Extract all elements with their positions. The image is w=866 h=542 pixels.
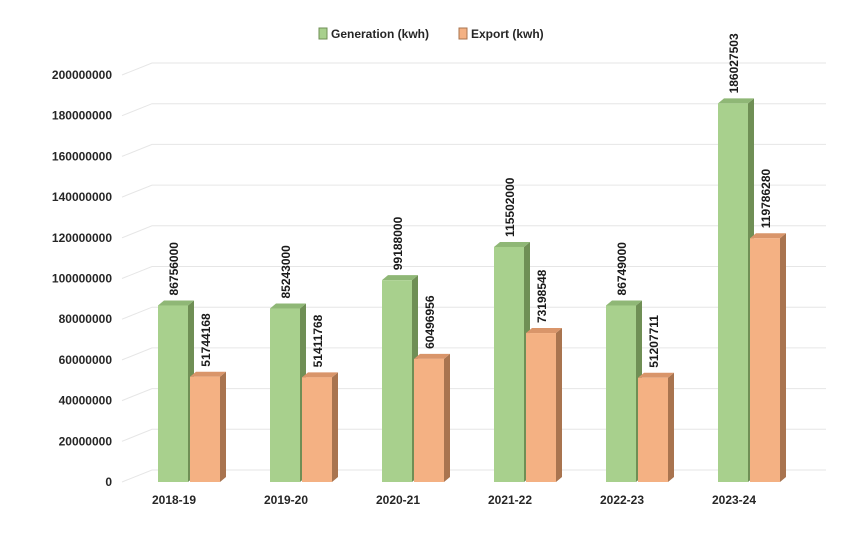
bar-generation <box>158 300 194 482</box>
y-tick-label: 80000000 <box>59 312 113 326</box>
y-tick-label: 140000000 <box>52 190 112 204</box>
legend-swatch-export <box>458 27 468 40</box>
data-labels: 86756000 51744168 85243000 51411768 99188000… <box>167 33 773 368</box>
bar-front-face <box>270 308 300 482</box>
y-tick-label: 100000000 <box>52 272 112 286</box>
y-tick-label: 60000000 <box>59 353 113 367</box>
gridline-6 <box>121 225 826 239</box>
y-axis: 0 20000000 40000000 60000000 80000000 1000000… <box>52 68 112 489</box>
data-label-generation: 186027503 <box>727 33 741 93</box>
bar-side-face <box>220 371 226 482</box>
bar-front-face <box>414 358 444 482</box>
y-tick-label: 40000000 <box>59 394 113 408</box>
gridline-2 <box>121 388 826 402</box>
bar-side-face <box>332 372 338 482</box>
bar-front-face <box>494 246 524 482</box>
bar-top-face <box>606 300 642 306</box>
x-tick-label: 2019-20 <box>264 493 308 507</box>
data-label-generation: 86756000 <box>167 242 181 296</box>
bar-front-face <box>526 333 556 482</box>
x-tick-label: 2022-23 <box>600 493 644 507</box>
data-label-export: 51411768 <box>311 314 325 367</box>
bar-front-face <box>638 377 668 482</box>
legend-swatch-generation <box>318 27 328 40</box>
bar-top-face <box>718 98 754 104</box>
bar-side-face <box>444 353 450 482</box>
gridline-9 <box>121 103 826 117</box>
bar-side-face <box>668 372 674 482</box>
bar-front-face <box>190 376 220 482</box>
bar-export <box>414 353 450 482</box>
data-label-export: 51207711 <box>647 315 661 368</box>
bar-top-face <box>414 353 450 359</box>
gridline-0 <box>121 469 826 483</box>
y-tick-label: 160000000 <box>52 149 112 163</box>
bar-side-face <box>556 328 562 482</box>
legend: Generation (kwh) Export (kwh) <box>318 27 544 41</box>
y-tick-label: 200000000 <box>52 68 112 82</box>
y-tick-label: 0 <box>105 475 112 489</box>
gridline-10 <box>121 62 826 76</box>
bar-side-face <box>780 233 786 482</box>
data-label-generation: 99188000 <box>391 216 405 270</box>
legend-label-export: Export (kwh) <box>471 27 544 41</box>
gridline-8 <box>121 143 826 157</box>
bar-top-face <box>270 303 306 309</box>
bar-export <box>750 233 786 482</box>
bar-top-face <box>526 328 562 334</box>
data-label-generation: 86749000 <box>615 242 629 296</box>
data-label-export: 60496956 <box>423 295 437 349</box>
bar-generation <box>718 98 754 483</box>
bar-generation <box>606 300 642 482</box>
bar-top-face <box>302 372 338 378</box>
gridline-5 <box>121 266 826 279</box>
y-tick-label: 180000000 <box>52 109 112 123</box>
bar-top-face <box>494 241 530 247</box>
bar-front-face <box>302 377 332 482</box>
bar-generation <box>270 303 306 482</box>
y-tick-label: 20000000 <box>59 434 113 448</box>
bar-top-face <box>382 275 418 281</box>
bar-export <box>638 372 674 482</box>
gridline-4 <box>121 306 826 320</box>
y-tick-label: 120000000 <box>52 231 112 245</box>
bar-top-face <box>638 372 674 378</box>
bar-generation <box>494 241 530 482</box>
data-label-export: 73198548 <box>535 269 549 323</box>
bar-front-face <box>606 305 636 482</box>
bar-front-face <box>718 103 748 483</box>
data-label-generation: 85243000 <box>279 245 293 299</box>
x-tick-label: 2023-24 <box>712 493 756 507</box>
bar-export <box>526 328 562 482</box>
x-tick-label: 2020-21 <box>376 493 420 507</box>
x-axis: 2018-19 2019-20 2020-21 2021-22 2022-23 2023-… <box>152 493 756 507</box>
gridline-3 <box>121 347 826 361</box>
gridline-7 <box>121 184 826 198</box>
bars <box>158 98 786 483</box>
bar-top-face <box>158 300 194 306</box>
bar-front-face <box>750 238 780 482</box>
bar-front-face <box>382 280 412 482</box>
bar-export <box>190 371 226 482</box>
bar-top-face <box>190 371 226 377</box>
data-label-export: 51744168 <box>199 313 213 367</box>
bar-top-face <box>750 233 786 239</box>
bar-front-face <box>158 305 188 482</box>
legend-label-generation: Generation (kwh) <box>331 27 429 41</box>
bar-generation <box>382 275 418 482</box>
gridlines <box>121 62 826 483</box>
x-tick-label: 2021-22 <box>488 493 532 507</box>
data-label-generation: 115502000 <box>503 177 517 237</box>
bar-export <box>302 372 338 482</box>
x-tick-label: 2018-19 <box>152 493 196 507</box>
data-label-export: 119786280 <box>759 169 773 229</box>
gridline-1 <box>121 428 826 442</box>
